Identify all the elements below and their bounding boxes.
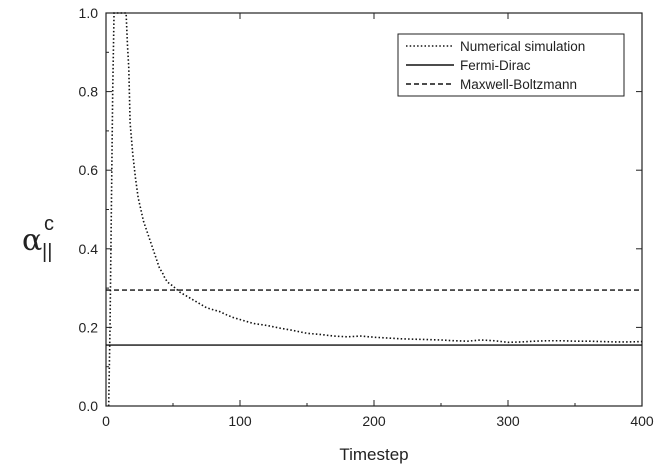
legend: Numerical simulation Fermi-Dirac Maxwell-B… <box>397 33 625 97</box>
legend-label-numerical-simulation: Numerical simulation <box>460 39 585 54</box>
axes-layer: 0 100 200 300 400 0.0 0.2 0.4 0.6 0.8 1.0 <box>79 5 654 429</box>
y-axis-title: α c || <box>22 213 54 263</box>
y-axis-title-symbol: α <box>22 223 42 258</box>
y-tick-label: 0.6 <box>79 162 99 178</box>
legend-label-maxwell-boltzmann: Maxwell-Boltzmann <box>460 77 577 92</box>
x-tick-label: 200 <box>362 413 386 429</box>
y-tick-label: 0.8 <box>79 84 99 100</box>
y-tick-label: 0.2 <box>79 319 99 335</box>
series-layer <box>106 12 643 407</box>
y-axis-title-superscript: c <box>44 213 54 235</box>
x-tick-label: 100 <box>228 413 252 429</box>
x-axis-title: Timestep <box>339 445 408 464</box>
x-tick-label: 0 <box>102 413 110 429</box>
series-line-numerical-simulation <box>107 12 643 407</box>
y-axis-title-subscript: || <box>42 241 52 263</box>
y-tick-label: 1.0 <box>79 5 99 21</box>
y-tick-label: 0.4 <box>79 241 99 257</box>
legend-label-fermi-dirac: Fermi-Dirac <box>460 58 531 73</box>
x-tick-label: 300 <box>496 413 520 429</box>
y-tick-label: 0.0 <box>79 398 99 414</box>
x-tick-label: 400 <box>630 413 654 429</box>
